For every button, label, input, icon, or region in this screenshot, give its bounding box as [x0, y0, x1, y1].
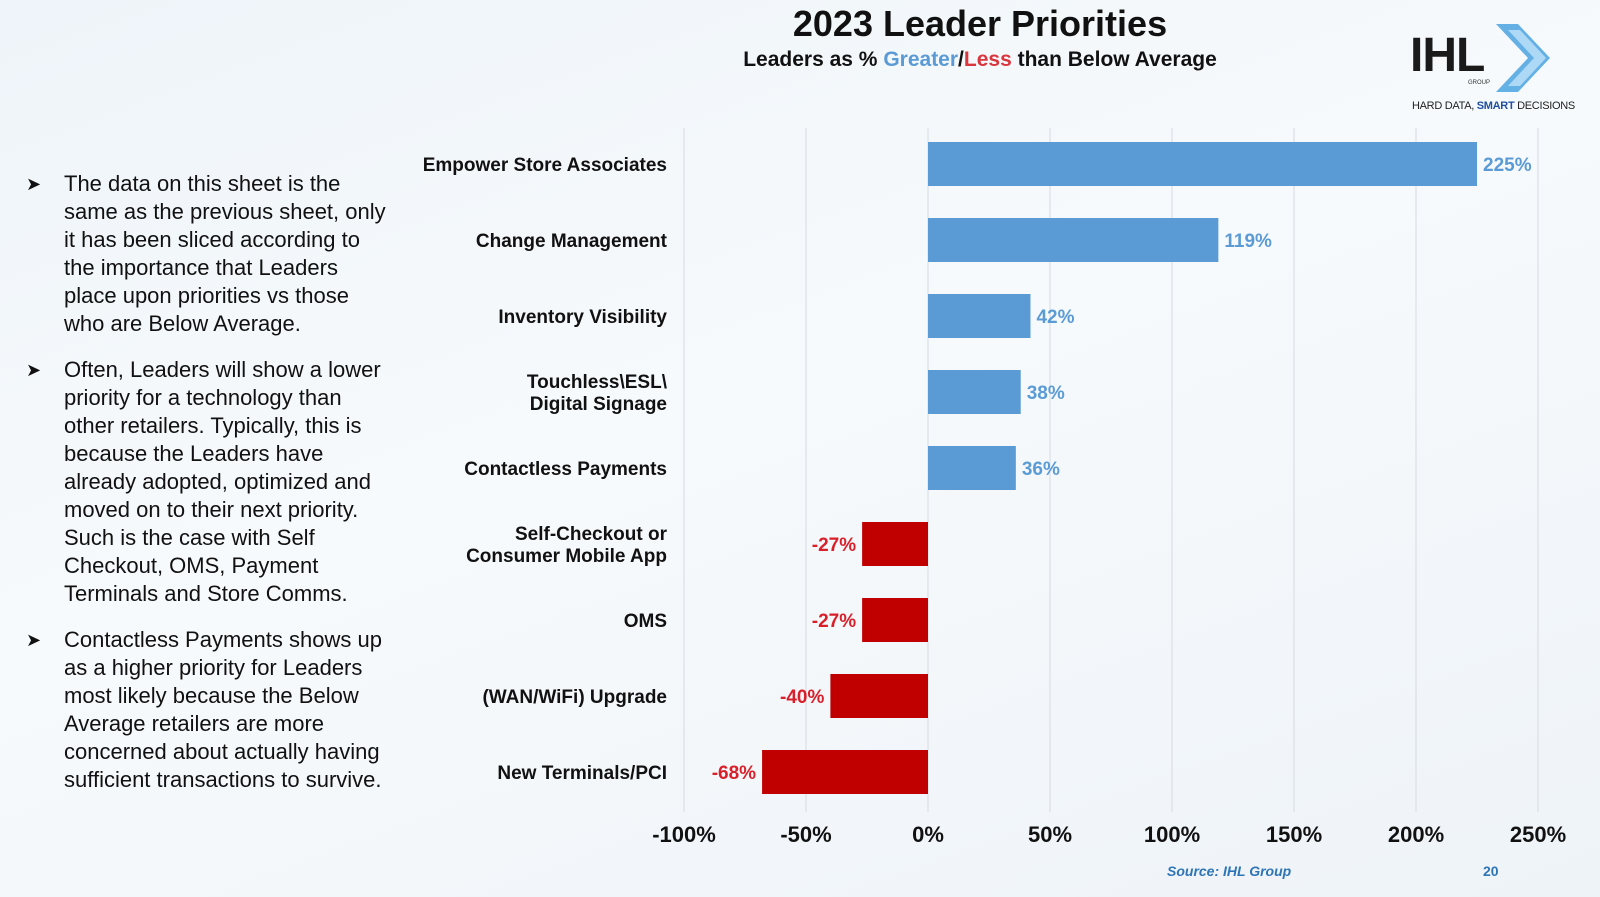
ihl-logo: IHL GROUP HARD DATA, SMART DECISIONS	[1410, 20, 1595, 120]
data-label: 42%	[1036, 307, 1074, 328]
bar	[928, 446, 1016, 490]
arrow-bullet-icon: ➤	[26, 174, 42, 194]
chart-title: 2023 Leader Priorities	[792, 3, 1168, 44]
category-label: Touchless\ESL\	[527, 372, 668, 393]
data-label: 38%	[1027, 383, 1065, 404]
bar	[862, 522, 928, 566]
data-label: 225%	[1483, 155, 1532, 176]
bullet-item: ➤ Often, Leaders will show a lower priori…	[26, 357, 381, 606]
bar	[928, 218, 1219, 262]
category-label: Contactless Payments	[464, 459, 667, 480]
bar	[928, 370, 1021, 414]
bullet-item: ➤ The data on this sheet is the same as t…	[26, 171, 386, 336]
data-label: 36%	[1022, 459, 1060, 480]
chart-subtitle: Leaders as % Greater/Less than Below Ave…	[743, 48, 1217, 71]
x-tick-label: 50%	[1028, 822, 1072, 847]
x-tick-label: 200%	[1388, 822, 1444, 847]
category-label: (WAN/WiFi) Upgrade	[482, 687, 667, 708]
bar	[928, 142, 1477, 186]
category-label: Self-Checkout or	[515, 524, 668, 545]
category-label: OMS	[624, 611, 667, 632]
arrow-bullet-icon: ➤	[26, 630, 42, 650]
chevron-logo-icon	[1496, 24, 1550, 92]
bar	[928, 294, 1031, 338]
category-label: Inventory Visibility	[498, 307, 667, 328]
arrow-bullet-icon: ➤	[26, 360, 42, 380]
category-label: New Terminals/PCI	[497, 763, 667, 784]
x-tick-label: -100%	[652, 822, 716, 847]
data-label: -27%	[812, 535, 856, 556]
x-tick-label: -50%	[780, 822, 831, 847]
source-note: Source: IHL Group	[1167, 863, 1292, 879]
page-number: 20	[1483, 863, 1499, 879]
category-label: Empower Store Associates	[423, 155, 667, 176]
data-label: 119%	[1224, 231, 1272, 252]
x-tick-label: 250%	[1510, 822, 1566, 847]
data-label: -40%	[780, 687, 824, 708]
x-tick-label: 100%	[1144, 822, 1200, 847]
bar	[830, 674, 928, 718]
bar	[862, 598, 928, 642]
category-label: Consumer Mobile App	[466, 546, 667, 567]
category-label: Change Management	[476, 231, 668, 252]
x-tick-label: 150%	[1266, 822, 1322, 847]
x-tick-label: 0%	[912, 822, 944, 847]
data-label: -27%	[812, 611, 856, 632]
category-label: Digital Signage	[530, 394, 667, 415]
bullet-item: ➤ Contactless Payments shows up as a high…	[26, 627, 382, 792]
bar	[762, 750, 928, 794]
bullet-list: ➤ The data on this sheet is the same as t…	[26, 170, 386, 812]
data-label: -68%	[712, 763, 756, 784]
